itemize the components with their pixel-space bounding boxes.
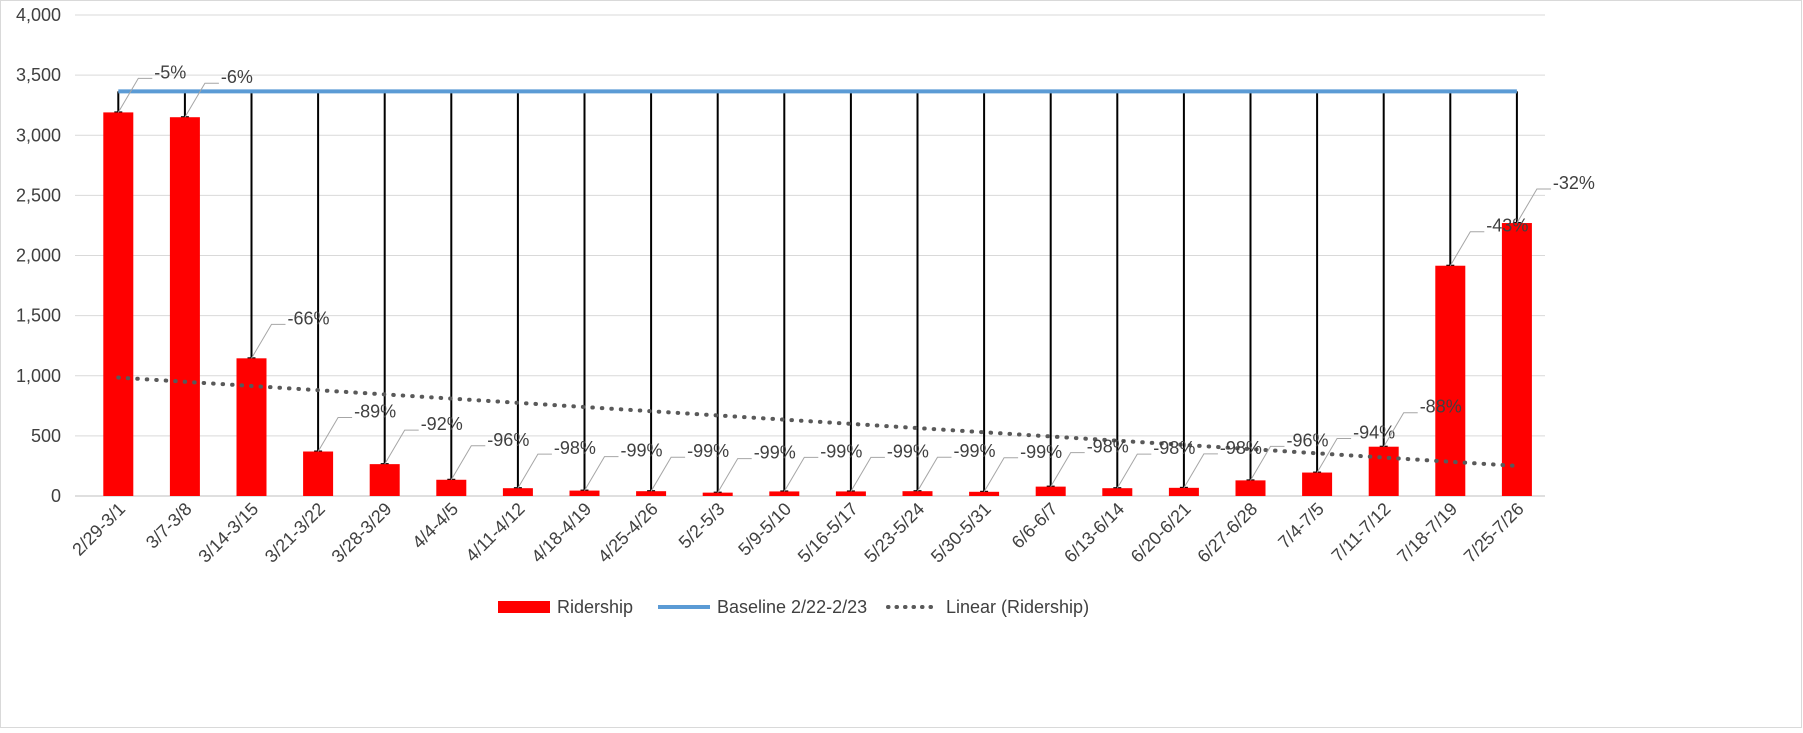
y-tick-label: 1,500 <box>16 306 61 326</box>
data-label-leader <box>1449 231 1485 266</box>
data-label-leader <box>1383 412 1418 447</box>
y-tick-label: 2,500 <box>16 185 61 205</box>
legend-label-ridership: Ridership <box>557 597 633 617</box>
ridership-bar <box>1035 486 1066 496</box>
ridership-bar <box>1501 223 1532 496</box>
y-tick-label: 500 <box>31 426 61 446</box>
data-label-leader <box>717 458 752 493</box>
data-label: -99% <box>887 441 929 461</box>
y-tick-label: 4,000 <box>16 5 61 25</box>
ridership-bars <box>103 112 1532 497</box>
legend: Ridership Baseline 2/22-2/23 Linear (Rider… <box>498 597 1089 617</box>
trendline-line <box>116 375 1519 468</box>
data-label-leader <box>1250 445 1285 481</box>
data-label-leader <box>517 453 552 489</box>
data-label: -99% <box>1020 442 1062 462</box>
data-label-leader <box>251 323 286 359</box>
ridership-bar <box>1435 265 1466 496</box>
ridership-bar <box>702 492 733 496</box>
data-label-leader <box>1183 453 1218 489</box>
ridership-bar <box>902 491 933 496</box>
data-label: -92% <box>421 414 463 434</box>
data-label: -99% <box>954 441 996 461</box>
data-label-leader <box>117 77 153 113</box>
data-label: -99% <box>621 441 663 461</box>
data-label-leader <box>850 456 885 492</box>
data-label-leader <box>917 456 952 492</box>
data-label: -94% <box>1353 423 1395 443</box>
data-label: -6% <box>221 67 253 87</box>
legend-swatch-ridership <box>498 601 550 613</box>
data-label: -99% <box>820 441 862 461</box>
ridership-bar <box>502 488 533 496</box>
data-label-leader <box>650 456 686 492</box>
ridership-bar <box>1368 446 1399 496</box>
data-label: -98% <box>554 438 596 458</box>
y-tick-label: 3,500 <box>16 65 61 85</box>
legend-label-baseline: Baseline 2/22-2/23 <box>717 597 867 617</box>
ridership-bar <box>436 479 467 496</box>
ridership-bar <box>636 491 667 496</box>
data-label-leader <box>1050 452 1085 487</box>
data-label-leader <box>184 82 219 118</box>
ridership-bar <box>769 491 800 496</box>
ridership-bar <box>1302 472 1333 496</box>
data-label: -66% <box>288 308 330 328</box>
ridership-bar <box>835 491 866 496</box>
data-label: -98% <box>1087 437 1129 457</box>
data-label-leader <box>983 457 1019 493</box>
legend-label-trendline: Linear (Ridership) <box>946 597 1089 617</box>
ridership-bar <box>969 491 1000 496</box>
data-label-leader <box>783 456 819 492</box>
ridership-bar <box>1102 488 1133 496</box>
y-tick-label: 2,000 <box>16 246 61 266</box>
ridership-bar <box>103 112 134 496</box>
ridership-bar <box>303 451 334 496</box>
y-tick-label: 3,000 <box>16 125 61 145</box>
data-labels: -5% -6% -66% -89% -92% -96% -98% -99% -99% -99% -9… <box>117 62 1595 493</box>
ridership-bar <box>569 490 600 496</box>
data-label: -5% <box>154 62 186 82</box>
data-label-leader <box>1116 453 1152 489</box>
ridership-bar <box>236 358 267 496</box>
ridership-bar <box>1168 487 1199 496</box>
y-tick-label: 0 <box>51 486 61 506</box>
drop-lines <box>114 91 1521 494</box>
data-label: -89% <box>354 402 396 422</box>
data-label-leader <box>384 429 419 465</box>
data-label: -99% <box>754 443 796 463</box>
data-label-leader <box>317 417 353 452</box>
y-tick-label: 1,000 <box>16 366 61 386</box>
data-label: -43% <box>1486 216 1528 236</box>
data-label-leader <box>1516 188 1551 224</box>
data-label: -99% <box>687 441 729 461</box>
data-label-leader <box>1316 438 1352 473</box>
data-label: -88% <box>1420 397 1462 417</box>
data-label: -32% <box>1553 173 1595 193</box>
y-axis-ticks: 0 500 1,000 1,500 2,000 2,500 3,000 3,500 4,000 <box>16 5 61 506</box>
trendline-series <box>116 375 1519 468</box>
data-label: -96% <box>487 430 529 450</box>
data-label-leader <box>450 445 486 481</box>
data-label: -98% <box>1153 438 1195 458</box>
data-label-leader <box>584 456 619 491</box>
data-label: -98% <box>1220 438 1262 458</box>
data-label: -96% <box>1287 430 1329 450</box>
ridership-bar <box>169 117 200 497</box>
ridership-bar <box>369 464 400 496</box>
ridership-bar <box>1235 480 1266 496</box>
